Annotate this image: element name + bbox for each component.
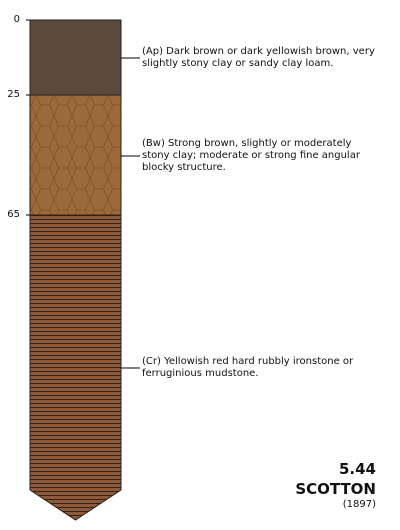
horizon-bw-block: [29, 94, 122, 216]
horizon-cr-description: (Cr) Yellowish red hard rubbly ironstone…: [142, 356, 354, 379]
profile-code: 5.44: [338, 460, 376, 478]
depth-label-25: 25: [7, 89, 20, 100]
horizon-bw-description: (Bw) Strong brown, slightly or moderatel…: [142, 138, 360, 173]
profile-year: (1897): [342, 499, 376, 510]
depth-label-0: 0: [13, 14, 20, 25]
horizon-cr-block: [29, 214, 122, 521]
horizon-ap-description: (Ap) Dark brown or dark yellowish brown,…: [142, 46, 375, 69]
profile-name: SCOTTON: [295, 480, 376, 498]
depth-label-65: 65: [7, 209, 20, 220]
horizon-ap-block: [29, 19, 122, 96]
